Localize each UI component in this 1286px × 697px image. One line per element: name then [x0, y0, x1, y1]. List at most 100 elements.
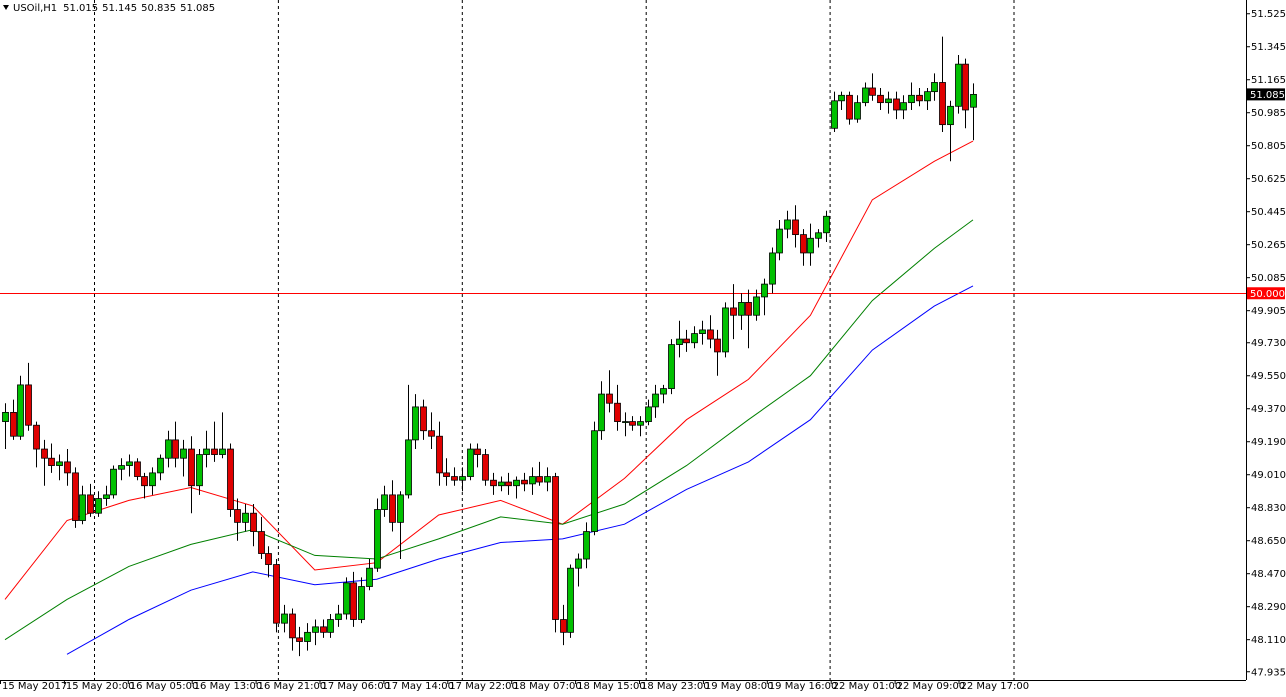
candle-body: [745, 302, 752, 316]
candle-body: [335, 613, 342, 620]
y-tick-label: 50.265: [1251, 240, 1286, 251]
candle-body: [451, 476, 458, 481]
candle-body: [645, 406, 652, 422]
candle-body: [637, 421, 644, 426]
menu-arrow[interactable]: [3, 5, 9, 10]
price-level-label: 50.000: [1250, 289, 1285, 300]
y-tick-label: 48.470: [1251, 569, 1286, 580]
candle-body: [312, 626, 319, 633]
candle-body: [459, 476, 466, 481]
candle-body: [172, 439, 179, 459]
candle-body: [2, 411, 9, 422]
candle-body: [420, 406, 427, 432]
candle-body: [962, 63, 969, 111]
candle-body: [289, 613, 296, 639]
candle-body: [916, 94, 923, 102]
candle-body: [320, 626, 327, 633]
candle-body: [567, 567, 574, 633]
candle-body: [234, 509, 241, 523]
candle-body: [374, 509, 381, 569]
candle-body: [513, 479, 520, 487]
moving-average: [4, 140, 974, 600]
y-tick-label: 50.085: [1251, 273, 1286, 284]
candle-body: [118, 465, 125, 470]
candle-body: [924, 91, 931, 102]
candle-body: [846, 94, 853, 120]
candle-body: [792, 219, 799, 236]
x-tick-label: 22 May 17:00: [961, 681, 1030, 692]
candle-body: [219, 448, 226, 455]
candle-body: [25, 384, 32, 426]
candle-body: [381, 494, 388, 510]
x-tick-label: 19 May 16:00: [769, 681, 838, 692]
symbol: USOil,H1: [13, 3, 57, 14]
candle-body: [436, 435, 443, 474]
y-tick-label: 48.830: [1251, 503, 1286, 514]
candle-body: [761, 283, 768, 298]
candle-body: [529, 476, 536, 485]
candle-body: [869, 87, 876, 96]
candle-body: [660, 388, 667, 395]
candle-body: [95, 498, 102, 514]
candle-body: [652, 393, 659, 408]
candle-body: [203, 448, 210, 455]
candle-body: [815, 232, 822, 239]
candle-body: [707, 329, 714, 340]
candle-body: [41, 448, 48, 459]
candle-body: [885, 98, 892, 104]
price-level-box: [1247, 287, 1285, 300]
candle-body: [296, 637, 303, 642]
candle-body: [343, 582, 350, 615]
candle-body: [490, 479, 497, 487]
candle-body: [831, 100, 838, 129]
candle-body: [250, 512, 257, 532]
candle-body: [281, 613, 288, 624]
candle-body: [598, 393, 605, 432]
candle-body: [474, 448, 481, 455]
candle-body: [397, 494, 404, 523]
candle-body: [575, 558, 582, 569]
candle-body: [730, 307, 737, 316]
candle-body: [838, 94, 845, 102]
candle-body: [110, 468, 117, 496]
x-tick-label: 18 May 15:00: [577, 681, 646, 692]
y-tick-label: 50.985: [1251, 108, 1286, 119]
candle-body: [33, 424, 40, 450]
candle-body: [629, 421, 636, 426]
y-tick-label: 49.190: [1251, 437, 1286, 448]
candle-body: [738, 302, 745, 316]
x-tick-label: 15 May 2017: [2, 681, 67, 692]
moving-average: [66, 285, 974, 655]
candle-body: [265, 553, 272, 565]
x-tick-label: 22 May 01:00: [833, 681, 902, 692]
candle-body: [149, 472, 156, 487]
candle-body: [939, 82, 946, 126]
candle-body: [188, 448, 195, 487]
candle-body: [467, 448, 474, 477]
candle-body: [854, 102, 861, 120]
x-tick-label: 16 May 05:00: [130, 681, 199, 692]
candle-body: [606, 393, 613, 404]
candle-body: [273, 564, 280, 624]
candle-body: [769, 252, 776, 285]
candle-body: [134, 461, 141, 477]
candle-body: [56, 461, 63, 466]
y-tick-label: 50.445: [1251, 207, 1286, 218]
candle-body: [165, 439, 172, 459]
x-tick-label: 19 May 08:00: [705, 681, 774, 692]
candle-body: [970, 93, 977, 108]
candle-body: [614, 402, 621, 422]
y-tick-label: 49.010: [1251, 470, 1286, 481]
candle-body: [304, 631, 311, 642]
y-tick-label: 48.650: [1251, 536, 1286, 547]
moving-average: [4, 219, 974, 641]
x-tick-label: 18 May 23:00: [641, 681, 710, 692]
candle-body: [17, 384, 24, 437]
x-tick-label: 16 May 21:00: [258, 681, 327, 692]
candle-body: [64, 461, 71, 474]
candle-body: [141, 476, 148, 487]
y-tick-label: 50.805: [1251, 141, 1286, 152]
candle-body: [676, 338, 683, 345]
